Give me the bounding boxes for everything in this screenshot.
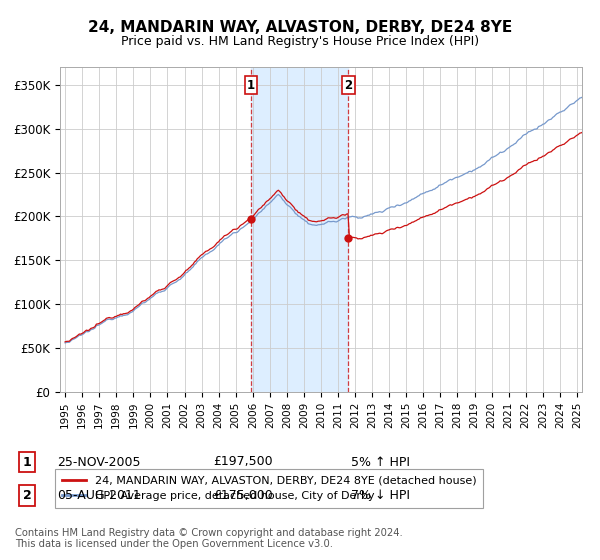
Bar [251, 67, 348, 392]
Text: £175,000: £175,000 [213, 489, 273, 502]
Text: 25-NOV-2005: 25-NOV-2005 [57, 455, 140, 469]
Text: 05-AUG-2011: 05-AUG-2011 [57, 489, 141, 502]
Text: 1: 1 [247, 78, 255, 92]
Text: 1: 1 [23, 455, 31, 469]
Text: Price paid vs. HM Land Registry's House Price Index (HPI): Price paid vs. HM Land Registry's House … [121, 35, 479, 48]
Legend: 24, MANDARIN WAY, ALVASTON, DERBY, DE24 8YE (detached house), HPI: Average price: 24, MANDARIN WAY, ALVASTON, DERBY, DE24 … [55, 469, 484, 508]
Text: £197,500: £197,500 [213, 455, 272, 469]
Text: 5% ↑ HPI: 5% ↑ HPI [351, 455, 410, 469]
Text: 2: 2 [23, 489, 31, 502]
Text: 7% ↓ HPI: 7% ↓ HPI [351, 489, 410, 502]
Text: 24, MANDARIN WAY, ALVASTON, DERBY, DE24 8YE: 24, MANDARIN WAY, ALVASTON, DERBY, DE24 … [88, 20, 512, 35]
Text: Contains HM Land Registry data © Crown copyright and database right 2024.
This d: Contains HM Land Registry data © Crown c… [15, 528, 403, 549]
Text: 2: 2 [344, 78, 352, 92]
